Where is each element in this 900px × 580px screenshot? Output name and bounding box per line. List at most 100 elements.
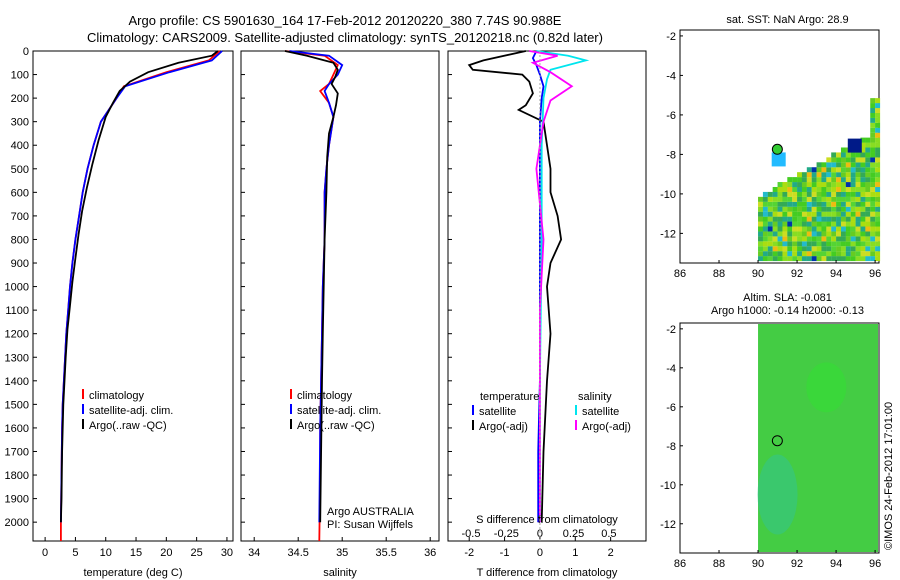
sst-cell bbox=[870, 127, 876, 133]
sst-cell bbox=[826, 167, 832, 173]
sst-cell bbox=[801, 246, 807, 252]
sst-cell bbox=[777, 216, 783, 222]
sst-cell bbox=[860, 142, 866, 148]
sst-cell bbox=[865, 236, 871, 242]
sst-cell bbox=[821, 241, 827, 247]
sst-cell bbox=[787, 206, 793, 212]
sst-cell bbox=[860, 231, 866, 237]
sst-cell bbox=[836, 177, 842, 183]
sst-cell bbox=[870, 246, 876, 252]
sst-cell bbox=[870, 231, 876, 237]
sst-cell bbox=[792, 206, 798, 212]
sst-cell bbox=[816, 211, 822, 217]
sst-cell bbox=[860, 236, 866, 242]
sst-cell bbox=[806, 241, 812, 247]
sst-cell bbox=[845, 167, 851, 173]
plot-frame-salinity bbox=[240, 50, 440, 542]
sst-cell bbox=[801, 182, 807, 188]
sst-cell bbox=[821, 251, 827, 257]
sst-cell bbox=[826, 246, 832, 252]
sst-cell bbox=[850, 221, 856, 227]
map-y-tick-label: -4 bbox=[666, 70, 676, 82]
sst-cell bbox=[758, 211, 764, 217]
x-tick-label: 0 bbox=[42, 547, 48, 559]
sst-cell bbox=[777, 246, 783, 252]
sst-cell bbox=[762, 236, 768, 242]
map-x-tick-label: 88 bbox=[713, 558, 725, 570]
sst-cell bbox=[845, 206, 851, 212]
sst-cell bbox=[870, 216, 876, 222]
map-x-tick-label: 94 bbox=[830, 268, 842, 280]
sst-cell bbox=[836, 211, 842, 217]
sst-cell bbox=[821, 172, 827, 178]
sst-cell bbox=[772, 201, 778, 207]
sst-cell bbox=[806, 256, 812, 262]
sst-cell bbox=[797, 241, 803, 247]
legend-label: Argo(..raw -QC) bbox=[297, 420, 375, 432]
legend-title: salinity bbox=[578, 391, 612, 403]
sst-cell bbox=[811, 196, 817, 202]
sst-cell bbox=[777, 256, 783, 262]
sst-cell bbox=[811, 177, 817, 183]
sst-cell bbox=[762, 211, 768, 217]
sst-cell bbox=[840, 172, 846, 178]
sst-cell bbox=[845, 196, 851, 202]
sst-cell bbox=[767, 201, 773, 207]
sst-cell bbox=[826, 211, 832, 217]
sst-cell bbox=[836, 226, 842, 232]
x-axis-label: salinity bbox=[323, 567, 357, 579]
sst-cyan-cell bbox=[771, 152, 786, 167]
sst-dark-cell bbox=[847, 138, 862, 153]
sst-cell bbox=[826, 172, 832, 178]
sst-cell bbox=[860, 177, 866, 183]
sst-cell bbox=[762, 216, 768, 222]
institution-annotation: PI: Susan Wijffels bbox=[327, 519, 413, 531]
sst-cell bbox=[826, 162, 832, 168]
x-tick-label: 30 bbox=[221, 547, 233, 559]
sst-cell bbox=[792, 256, 798, 262]
sst-cell bbox=[782, 256, 788, 262]
sst-cell bbox=[850, 182, 856, 188]
sst-cell bbox=[875, 167, 881, 173]
map-y-tick-label: -8 bbox=[666, 441, 676, 453]
sst-cell bbox=[801, 201, 807, 207]
sst-cell bbox=[767, 236, 773, 242]
sst-cell bbox=[831, 256, 837, 262]
sst-cell bbox=[865, 221, 871, 227]
sst-cell bbox=[792, 236, 798, 242]
sst-cell bbox=[840, 177, 846, 183]
sst-cell bbox=[816, 201, 822, 207]
sst-cell bbox=[860, 201, 866, 207]
sst-cell bbox=[758, 241, 764, 247]
sst-cell bbox=[860, 137, 866, 143]
sst-cell bbox=[836, 162, 842, 168]
sst-cell bbox=[772, 186, 778, 192]
sst-cell bbox=[855, 157, 861, 163]
legend-label: satellite bbox=[582, 406, 619, 418]
sst-cell bbox=[850, 152, 856, 158]
sst-cell bbox=[772, 241, 778, 247]
s-tick-label: -0.25 bbox=[494, 528, 519, 540]
sst-cell bbox=[831, 172, 837, 178]
sst-cell bbox=[772, 206, 778, 212]
series-line-argo---raw--qc- bbox=[284, 50, 339, 523]
sst-cell bbox=[811, 221, 817, 227]
sst-cell bbox=[840, 236, 846, 242]
sst-cell bbox=[845, 256, 851, 262]
sst-cell bbox=[860, 221, 866, 227]
sst-cell bbox=[865, 142, 871, 148]
sst-cell bbox=[870, 196, 876, 202]
sst-cell bbox=[801, 251, 807, 257]
map-y-tick-label: -4 bbox=[666, 363, 676, 375]
sst-cell bbox=[821, 236, 827, 242]
sst-cell bbox=[821, 182, 827, 188]
sst-cell bbox=[860, 182, 866, 188]
sst-cell bbox=[875, 206, 881, 212]
sst-cell bbox=[850, 191, 856, 197]
sst-cell bbox=[855, 152, 861, 158]
sst-cell bbox=[840, 147, 846, 153]
sla-patch bbox=[806, 362, 847, 413]
sst-map-title: sat. SST: NaN Argo: 28.9 bbox=[726, 14, 849, 26]
legend-label: climatology bbox=[297, 390, 353, 402]
map-y-tick-label: -10 bbox=[660, 480, 676, 492]
